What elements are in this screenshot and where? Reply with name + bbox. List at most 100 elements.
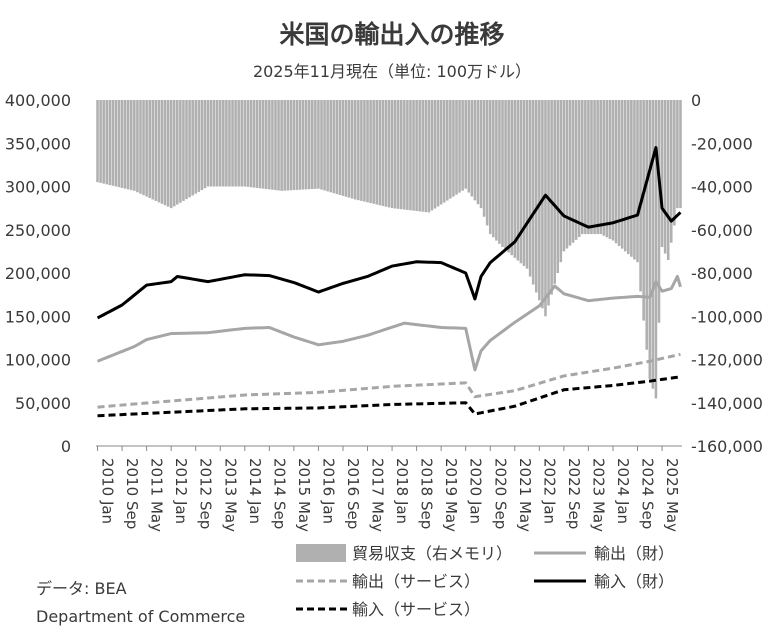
right-axis: -160,000 -140,000 -120,000 -100,000 -80,000 -… — [691, 91, 763, 456]
balance-bar — [636, 100, 639, 263]
balance-bar — [399, 100, 403, 210]
balance-bar — [455, 100, 458, 195]
chart-title: 米国の輸出入の推移 — [279, 20, 504, 49]
x-tick-label: 2018 Sep — [418, 458, 436, 529]
legend-swatch-balance — [296, 544, 346, 562]
legend: 貿易収支（右メモリ） 輸出（財） 輸出（サービス） 輸入（財） 輸入（サービス） — [296, 544, 674, 619]
x-tick-label: 2012 Sep — [197, 458, 215, 529]
left-tick-label: 350,000 — [5, 134, 71, 153]
balance-bar — [531, 100, 535, 285]
goods-exports-line — [96, 274, 682, 372]
balance-bar — [120, 100, 124, 188]
balance-bar — [139, 100, 142, 194]
balance-bar — [341, 100, 345, 196]
right-tick-label: -20,000 — [691, 134, 753, 153]
x-tick-label: 2017 May — [369, 458, 387, 532]
balance-bar — [157, 100, 161, 203]
balance-bar — [421, 100, 425, 212]
balance-bar — [280, 100, 283, 191]
balance-bar — [326, 100, 329, 192]
balance-bar — [525, 100, 529, 269]
left-tick-label: 0 — [61, 437, 71, 456]
balance-bar — [335, 100, 339, 195]
balance-bar — [114, 100, 118, 187]
balance-bar — [639, 100, 642, 292]
balance-bar — [660, 100, 664, 248]
x-tick-label: 2019 May — [442, 458, 460, 532]
balance-bar — [409, 100, 412, 211]
balance-bar — [387, 100, 391, 208]
balance-bar — [492, 100, 495, 238]
right-tick-label: -80,000 — [691, 264, 753, 283]
balance-bar — [430, 100, 434, 211]
balance-bar — [449, 100, 452, 199]
balance-bar — [366, 100, 369, 203]
balance-bar — [203, 100, 207, 189]
balance-bar — [163, 100, 167, 206]
balance-bar — [215, 100, 219, 187]
balance-bar — [393, 100, 397, 209]
balance-bar — [111, 100, 115, 186]
balance-bar — [550, 100, 553, 295]
legend-label-goods-exports: 輸出（財） — [594, 544, 674, 563]
balance-bar — [673, 100, 676, 226]
balance-bar — [182, 100, 185, 201]
balance-bar — [510, 100, 514, 256]
balance-bar — [590, 100, 593, 235]
balance-bar — [166, 100, 170, 207]
balance-bar — [556, 100, 560, 273]
balance-bar — [142, 100, 145, 196]
x-tick-label: 2022 Sep — [565, 458, 583, 529]
balance-bar — [584, 100, 587, 235]
balance-bar — [446, 100, 449, 201]
x-tick-label: 2024 Sep — [639, 458, 657, 529]
balance-bar — [369, 100, 372, 204]
balance-bar — [596, 100, 599, 235]
balance-bar — [347, 100, 351, 198]
trade-balance-bars — [96, 100, 682, 399]
balance-bar — [363, 100, 366, 202]
balance-bar — [249, 100, 253, 188]
balance-bar — [311, 100, 314, 190]
balance-bar — [461, 100, 464, 191]
balance-bar — [528, 100, 532, 277]
x-tick-label: 2016 Sep — [344, 458, 362, 529]
balance-bar — [384, 100, 388, 207]
balance-bar — [123, 100, 127, 189]
balance-bar — [268, 100, 271, 190]
balance-bar — [666, 100, 670, 261]
x-tick-label: 2012 Jan — [172, 458, 190, 524]
balance-bar — [605, 100, 609, 238]
balance-bar — [225, 100, 228, 187]
balance-bar — [129, 100, 133, 191]
balance-bar — [105, 100, 109, 185]
balance-bar — [436, 100, 440, 207]
x-tick-label: 2021 May — [516, 458, 534, 532]
right-tick-label: -100,000 — [691, 307, 763, 326]
balance-bar — [99, 100, 102, 183]
balance-bar — [599, 100, 602, 235]
balance-bar — [507, 100, 510, 253]
balance-bar — [295, 100, 299, 190]
right-tick-label: -120,000 — [691, 351, 763, 370]
balance-bar — [623, 100, 627, 252]
right-tick-label: -160,000 — [691, 437, 763, 456]
x-tick-label: 2015 May — [295, 458, 313, 532]
balance-bar — [608, 100, 612, 239]
balance-bar — [645, 100, 649, 350]
source-label: データ: BEA — [36, 579, 127, 598]
balance-bar — [403, 100, 406, 210]
balance-bar — [479, 100, 483, 209]
balance-bar — [562, 100, 566, 252]
balance-bar — [485, 100, 489, 226]
balance-bar — [117, 100, 121, 188]
balance-bar — [228, 100, 231, 187]
legend-label-balance: 貿易収支（右メモリ） — [352, 544, 512, 563]
balance-bar — [676, 100, 679, 209]
balance-bar — [396, 100, 400, 209]
balance-bar — [534, 100, 538, 293]
balance-bar — [329, 100, 332, 193]
balance-bar — [679, 100, 682, 209]
balance-bar — [553, 100, 556, 284]
